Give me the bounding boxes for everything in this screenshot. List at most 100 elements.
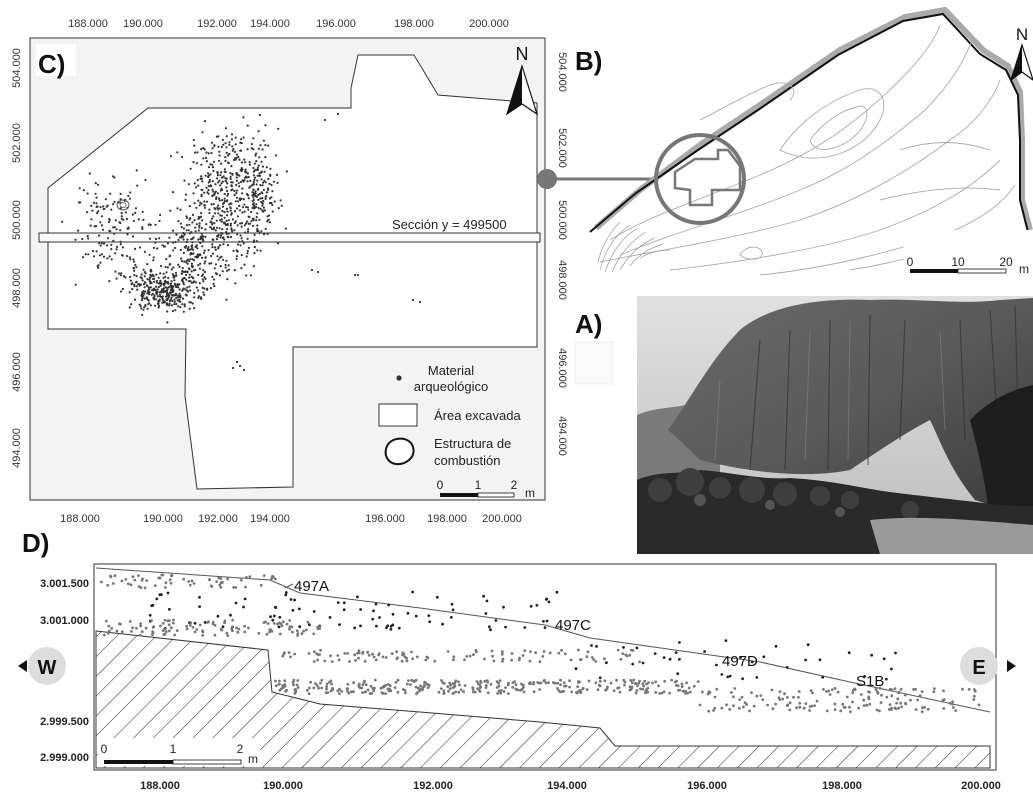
material-dot [255, 240, 258, 243]
material-dot [187, 183, 190, 186]
section-dot [352, 690, 355, 694]
section-dot [292, 683, 295, 687]
material-dot [176, 151, 179, 154]
material-dot [194, 245, 197, 248]
material-dot [316, 270, 320, 274]
bedrock-hatched [95, 630, 991, 769]
section-dot [576, 685, 580, 689]
material-dot [192, 161, 195, 164]
section-dot [506, 683, 510, 687]
section-dot [615, 678, 618, 682]
material-dot [323, 118, 327, 122]
section-dot [638, 660, 641, 664]
material-dot [238, 240, 241, 243]
material-dot [246, 180, 249, 183]
material-dot [196, 178, 199, 182]
section-dot [163, 618, 167, 622]
material-dot [144, 178, 147, 182]
section-dot [878, 709, 881, 713]
material-dot [418, 300, 422, 304]
material-dot [203, 120, 206, 123]
section-dot [715, 663, 718, 667]
section-dot [954, 709, 958, 712]
material-dot [192, 277, 195, 280]
panel-b: B) [575, 6, 1033, 276]
material-dot [211, 223, 214, 226]
section-dot [739, 656, 742, 659]
material-dot [234, 282, 237, 285]
material-dot [216, 235, 219, 238]
material-dot [230, 227, 233, 230]
material-dot [113, 200, 116, 204]
material-dot [196, 253, 199, 256]
material-dot [179, 208, 182, 211]
material-dot [219, 265, 222, 268]
material-dot [119, 229, 122, 232]
section-dot [631, 649, 635, 652]
section-dot [135, 626, 138, 630]
material-dot [200, 175, 203, 178]
section-dot [151, 626, 155, 629]
section-dot [912, 688, 915, 691]
material-dot [256, 188, 260, 191]
material-dot [146, 263, 149, 266]
material-dot [218, 227, 221, 230]
material-dot [353, 273, 357, 277]
material-dot [197, 273, 200, 277]
section-dot [825, 690, 828, 693]
material-dot [143, 275, 146, 278]
section-dot [477, 682, 480, 686]
section-dot [556, 687, 559, 690]
material-dot [218, 207, 221, 210]
section-dot [605, 661, 608, 665]
svg-text:20: 20 [999, 255, 1013, 269]
material-dot [175, 302, 178, 306]
material-dot [155, 279, 158, 282]
material-dot [268, 221, 271, 224]
section-dot [219, 581, 223, 585]
section-dot [357, 685, 361, 688]
section-dot [213, 633, 217, 637]
section-dot [296, 632, 300, 635]
material-dot [161, 301, 164, 304]
material-dot [256, 179, 259, 182]
section-dot [808, 705, 812, 708]
material-dot [190, 252, 193, 256]
section-dot [353, 653, 357, 657]
section-dot [496, 692, 499, 695]
material-dot [269, 167, 272, 170]
material-dot [198, 222, 201, 225]
tick-label: 188.000 [60, 513, 100, 525]
section-dot [635, 689, 639, 692]
material-dot [252, 219, 255, 222]
section-dot [867, 697, 871, 701]
section-dot [548, 651, 552, 655]
material-dot [229, 235, 233, 239]
section-dot [316, 658, 319, 662]
section-dot [657, 684, 660, 688]
section-dot [491, 654, 494, 658]
material-dot [150, 270, 153, 273]
material-dot [168, 302, 171, 305]
section-dot [560, 648, 563, 652]
section-dot [462, 690, 465, 694]
section-dot [318, 653, 321, 656]
section-dot [738, 698, 741, 701]
material-dot [217, 258, 220, 261]
section-dot [441, 681, 444, 684]
material-dot [189, 167, 192, 170]
material-dot [154, 241, 157, 244]
material-dot [122, 218, 125, 221]
material-dot [217, 181, 220, 184]
material-dot [217, 204, 220, 207]
section-dot [484, 686, 488, 689]
section-dot [296, 679, 300, 682]
material-dot [223, 170, 226, 173]
material-dot [181, 303, 184, 306]
material-dot [210, 262, 213, 265]
material-dot [213, 267, 216, 270]
material-dot [99, 206, 102, 209]
material-dot [260, 171, 263, 174]
material-dot [165, 271, 168, 274]
material-dot [242, 180, 245, 183]
